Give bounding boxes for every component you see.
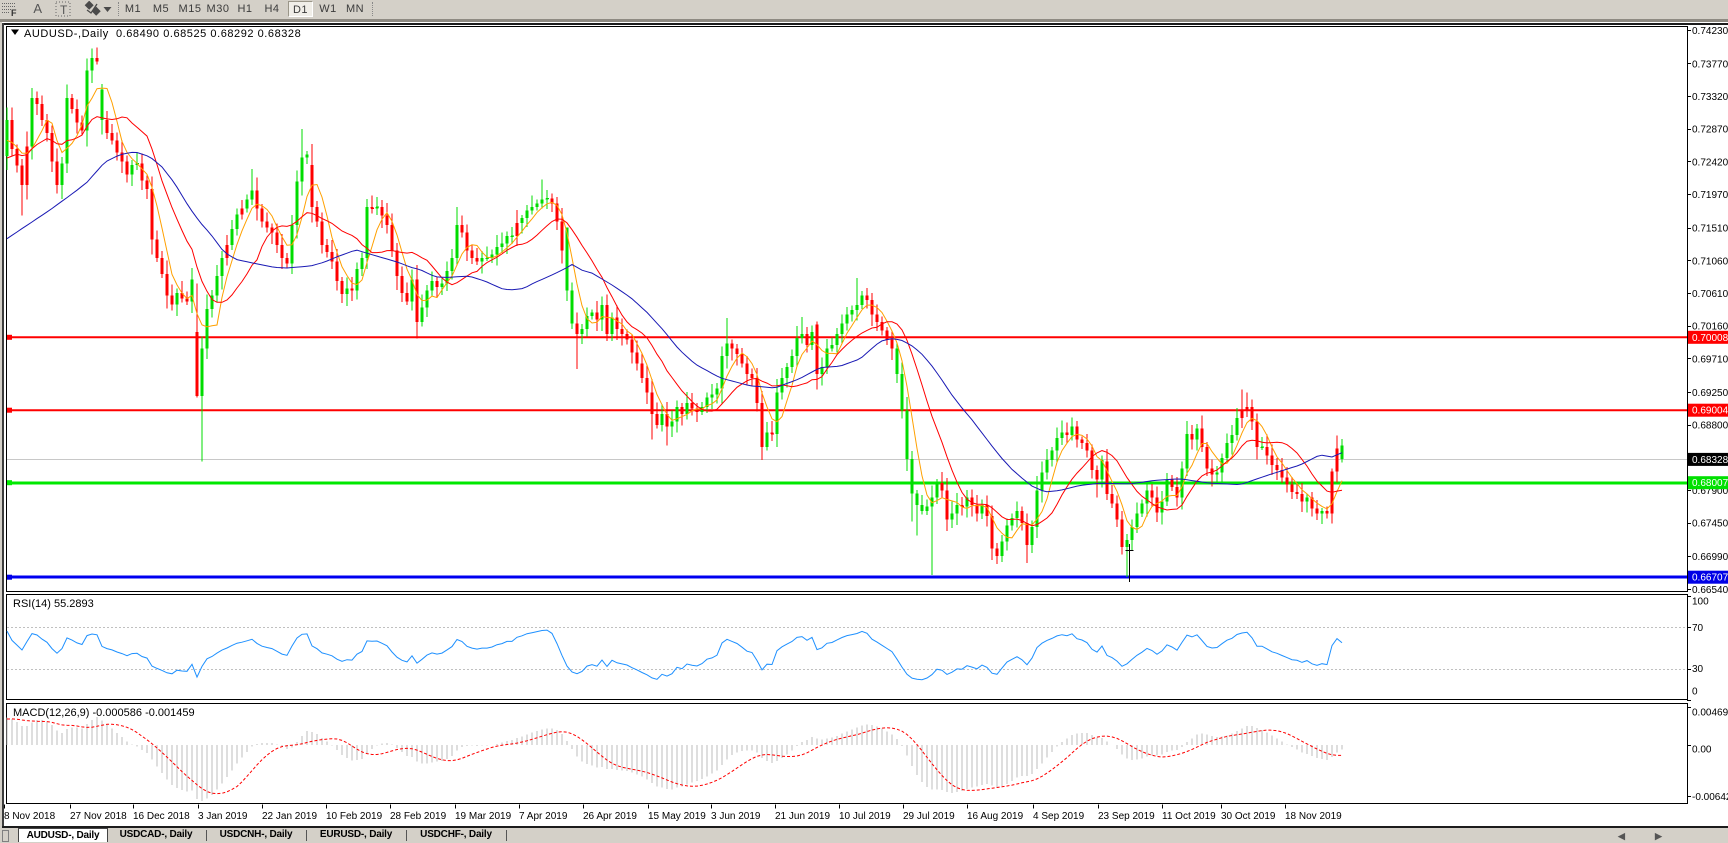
svg-text:0.00: 0.00 xyxy=(1692,745,1712,756)
svg-text:3 Jun 2019: 3 Jun 2019 xyxy=(711,811,761,822)
svg-text:0.70008: 0.70008 xyxy=(1692,333,1728,344)
svg-text:10 Jul 2019: 10 Jul 2019 xyxy=(839,811,891,822)
svg-text:AUDUSD-,Daily 0.68490 0.68525: AUDUSD-,Daily 0.68490 0.68525 0.68292 0.… xyxy=(24,28,301,40)
svg-text:100: 100 xyxy=(1692,597,1709,608)
svg-text:0.73320: 0.73320 xyxy=(1692,92,1728,103)
svg-text:0.67450: 0.67450 xyxy=(1692,519,1728,530)
svg-text:7 Apr 2019: 7 Apr 2019 xyxy=(519,811,568,822)
svg-text:0.74230: 0.74230 xyxy=(1692,26,1728,37)
svg-text:F: F xyxy=(11,8,17,18)
svg-text:27 Nov 2018: 27 Nov 2018 xyxy=(70,811,127,822)
svg-text:21 Jun 2019: 21 Jun 2019 xyxy=(775,811,830,822)
svg-text:T: T xyxy=(60,3,68,17)
svg-text:70: 70 xyxy=(1692,623,1704,634)
svg-text:0: 0 xyxy=(1692,687,1698,698)
svg-text:0.71510: 0.71510 xyxy=(1692,224,1728,235)
svg-text:0.71060: 0.71060 xyxy=(1692,256,1728,267)
svg-text:0.72870: 0.72870 xyxy=(1692,125,1728,136)
svg-text:0.68800: 0.68800 xyxy=(1692,421,1728,432)
svg-text:RSI(14) 55.2893: RSI(14) 55.2893 xyxy=(13,598,94,610)
svg-text:0.66540: 0.66540 xyxy=(1692,585,1728,596)
svg-text:15 May 2019: 15 May 2019 xyxy=(648,811,706,822)
svg-text:0.004696: 0.004696 xyxy=(1692,708,1728,719)
svg-text:0.71970: 0.71970 xyxy=(1692,190,1728,201)
svg-text:0.67900: 0.67900 xyxy=(1692,486,1728,497)
svg-text:MACD(12,26,9) -0.000586 -0.001: MACD(12,26,9) -0.000586 -0.001459 xyxy=(13,707,195,719)
svg-text:11 Oct 2019: 11 Oct 2019 xyxy=(1162,811,1216,822)
svg-text:19 Mar 2019: 19 Mar 2019 xyxy=(455,811,512,822)
svg-text:0.72420: 0.72420 xyxy=(1692,157,1728,168)
svg-text:18 Nov 2019: 18 Nov 2019 xyxy=(1285,811,1342,822)
svg-text:22 Jan 2019: 22 Jan 2019 xyxy=(262,811,317,822)
svg-text:0.66707: 0.66707 xyxy=(1692,573,1728,584)
svg-text:4 Sep 2019: 4 Sep 2019 xyxy=(1033,811,1085,822)
svg-text:26 Apr 2019: 26 Apr 2019 xyxy=(583,811,637,822)
svg-text:-0.006427: -0.006427 xyxy=(1692,792,1728,803)
svg-text:16 Aug 2019: 16 Aug 2019 xyxy=(967,811,1024,822)
svg-text:29 Jul 2019: 29 Jul 2019 xyxy=(903,811,955,822)
svg-text:16 Dec 2018: 16 Dec 2018 xyxy=(133,811,190,822)
svg-text:0.68007: 0.68007 xyxy=(1692,478,1728,489)
svg-text:28 Feb 2019: 28 Feb 2019 xyxy=(390,811,447,822)
svg-text:0.69710: 0.69710 xyxy=(1692,354,1728,365)
svg-text:23 Sep 2019: 23 Sep 2019 xyxy=(1098,811,1155,822)
svg-text:30 Oct 2019: 30 Oct 2019 xyxy=(1221,811,1276,822)
svg-text:10 Feb 2019: 10 Feb 2019 xyxy=(326,811,383,822)
svg-text:0.69250: 0.69250 xyxy=(1692,388,1728,399)
svg-text:0.73770: 0.73770 xyxy=(1692,59,1728,70)
svg-text:0.66990: 0.66990 xyxy=(1692,552,1728,563)
svg-text:8 Nov 2018: 8 Nov 2018 xyxy=(4,811,56,822)
svg-text:0.70160: 0.70160 xyxy=(1692,322,1728,333)
svg-text:30: 30 xyxy=(1692,664,1704,675)
svg-text:0.70610: 0.70610 xyxy=(1692,289,1728,300)
svg-text:3 Jan 2019: 3 Jan 2019 xyxy=(198,811,248,822)
svg-text:0.68328: 0.68328 xyxy=(1692,455,1728,466)
svg-text:0.69004: 0.69004 xyxy=(1692,406,1728,417)
